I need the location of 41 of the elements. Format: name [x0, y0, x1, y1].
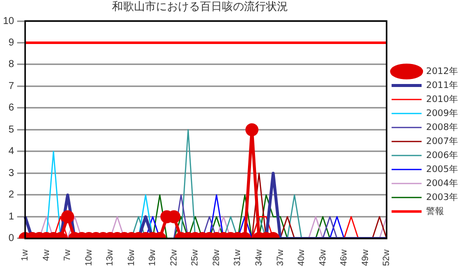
legend-label: 2006年 [426, 150, 458, 161]
y-tick-label: 1 [8, 211, 15, 222]
x-tick-label: 40w [296, 248, 306, 266]
y-tick-label: 2 [8, 190, 15, 201]
x-tick-label: 13w [104, 248, 115, 266]
y-tick-label: 3 [8, 168, 15, 179]
x-tick-label: 52w [381, 248, 392, 266]
legend-label: 警報 [426, 206, 444, 217]
x-tick-label: 22w [168, 248, 178, 266]
x-tick-label: 43w [317, 248, 328, 266]
legend-label: 2009年 [426, 108, 458, 119]
x-tick-label: 49w [360, 248, 370, 266]
legend-label: 2003年 [426, 192, 458, 203]
y-tick-label: 6 [8, 102, 15, 114]
y-tick-label: 4 [8, 146, 15, 158]
x-tick-label: 34w [254, 248, 264, 266]
x-tick-label: 10w [83, 248, 94, 266]
x-tick-label: 28w [210, 248, 221, 266]
legend-label: 2004年 [426, 178, 458, 189]
y-tick-label: 0 [8, 233, 15, 244]
y-tick-label: 5 [8, 124, 15, 136]
legend-label: 2010年 [426, 94, 458, 105]
chart-title: 和歌山市における百日咳の流行状況 [111, 0, 289, 14]
x-tick-label: 37w [274, 248, 285, 266]
x-tick-label: 4w [40, 249, 51, 262]
legend-label: 2011年 [426, 80, 458, 91]
legend-label: 2005年 [426, 164, 458, 175]
x-tick-label: 19w [147, 248, 158, 266]
y-tick-label: 7 [8, 80, 15, 92]
y-tick-label: 8 [8, 59, 15, 70]
legend-label: 2007年 [426, 136, 458, 147]
y-tick-label: 9 [8, 38, 15, 48]
x-tick-label: 16w [126, 248, 136, 266]
x-tick-label: 1w [20, 249, 30, 262]
y-tick-label: 10 [3, 16, 15, 27]
x-tick-label: 25w [190, 248, 200, 266]
x-tick-label: 7w [62, 249, 72, 262]
legend-label: 2012年 [426, 66, 458, 77]
legend-label: 2008年 [426, 122, 458, 133]
x-tick-label: 46w [338, 248, 349, 266]
x-tick-label: 31w [232, 248, 242, 266]
